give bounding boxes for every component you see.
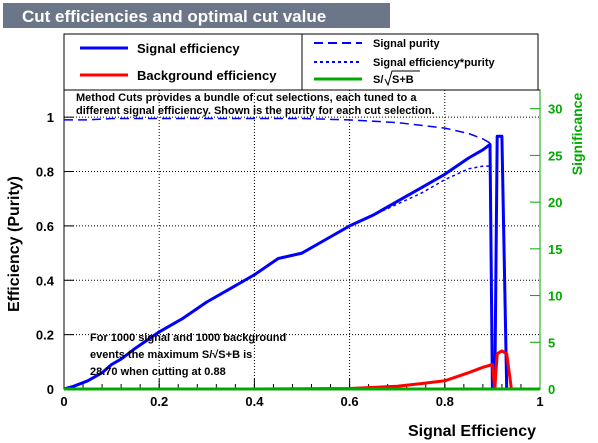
y2-tick-label: 5	[548, 335, 555, 350]
legend-sqrt-sign	[384, 70, 420, 87]
y-tick-label: 0.6	[36, 219, 54, 234]
y2-tick-label: 10	[548, 289, 562, 304]
x-axis-label: Signal Efficiency	[408, 423, 536, 440]
method-note-line2: different signal efficiency. Shown is th…	[76, 105, 435, 117]
legend-signal-efficiency: Signal efficiency	[137, 41, 240, 56]
series-layer	[63, 117, 540, 391]
y-tick-label: 1	[47, 110, 54, 125]
title-box	[3, 3, 390, 28]
x-tick-label: 0.4	[245, 394, 264, 409]
legend-significance-radicand: S+B	[392, 74, 414, 86]
x-tick-label: 0	[60, 394, 67, 409]
y2-tick-label: 30	[548, 102, 562, 117]
grid	[64, 90, 540, 389]
x-tick-label: 0.6	[341, 394, 359, 409]
legend-signal-eff-purity: Signal efficiency*purity	[373, 57, 496, 69]
chart-title: Cut efficiencies and optimal cut value	[22, 7, 326, 26]
y-tick-label: 0.8	[36, 165, 54, 180]
y-tick-label: 0.2	[36, 328, 54, 343]
result-line3: 28.70 when cutting at 0.88	[90, 366, 226, 378]
method-note-line1: Method Cuts provides a bundle of cut sel…	[76, 92, 417, 104]
result-line1: For 1000 signal and 1000 background	[90, 332, 286, 344]
y-tick-label: 0.4	[36, 273, 55, 288]
legend-background-efficiency: Background efficiency	[137, 68, 277, 83]
result-line2: events the maximum S/√S+B is	[90, 349, 252, 361]
legend-box	[63, 33, 539, 91]
y2-tick-label: 15	[548, 242, 562, 257]
legend-significance-prefix: S/	[373, 74, 383, 86]
y2-tick-label: 20	[548, 195, 562, 210]
y-axis-label: Efficiency (Purity)	[6, 176, 23, 312]
series-line-signal-efficiency-purity	[349, 165, 493, 227]
y2-axis-label: Significance	[569, 93, 585, 176]
x-tick-label: 0.8	[436, 394, 454, 409]
plot-area	[63, 89, 541, 390]
y-tick-label: 0	[47, 382, 54, 397]
legend-signal-purity: Signal purity	[373, 38, 441, 50]
x-tick-label: 0.2	[150, 394, 168, 409]
y2-tick-label: 25	[548, 148, 562, 163]
x-tick-label: 1	[536, 394, 543, 409]
series-line-signal-purity	[64, 117, 493, 146]
y2-tick-label: 0	[548, 382, 555, 397]
